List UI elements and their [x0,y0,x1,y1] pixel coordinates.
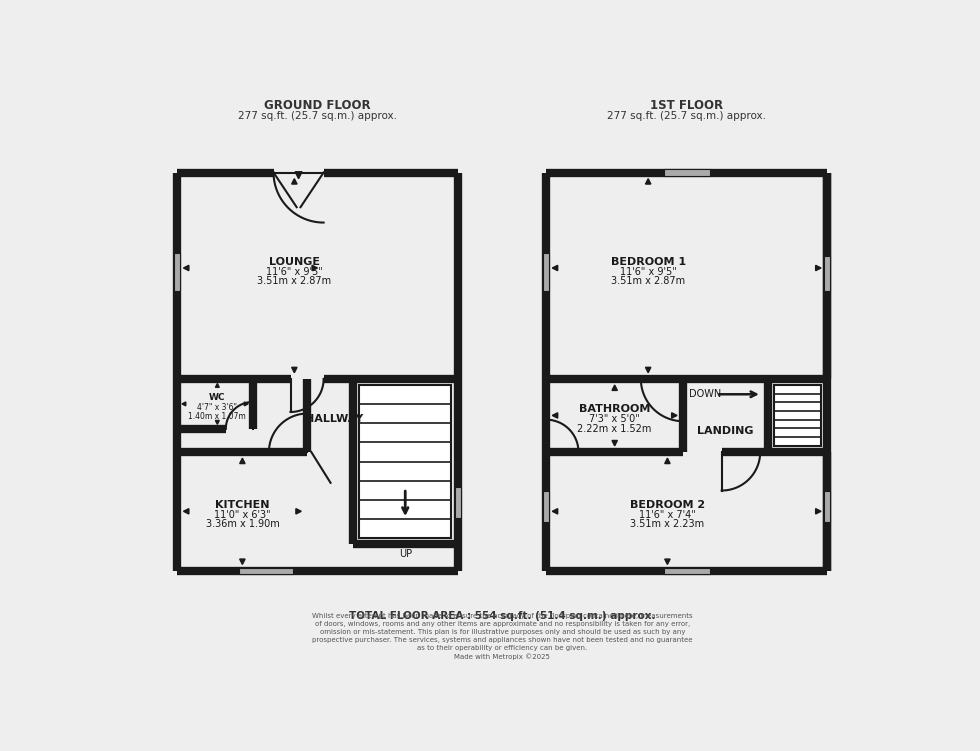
Text: 4'7" x 3'6": 4'7" x 3'6" [197,403,237,412]
Text: BEDROOM 1: BEDROOM 1 [611,257,686,267]
Text: KITCHEN: KITCHEN [216,500,270,510]
Text: LANDING: LANDING [698,426,754,436]
Polygon shape [815,508,821,514]
Text: DOWN: DOWN [689,389,721,400]
Polygon shape [296,508,301,514]
Bar [664,568,710,574]
Text: 277 sq.ft. (25.7 sq.m.) approx.: 277 sq.ft. (25.7 sq.m.) approx. [608,111,766,122]
Bar [359,385,452,538]
Polygon shape [646,367,651,372]
Bar [822,306,832,385]
Polygon shape [664,458,670,463]
Text: UP: UP [399,549,412,559]
Polygon shape [182,402,186,406]
Polygon shape [553,413,558,418]
Text: HALLWAY: HALLWAY [305,415,364,424]
Text: 1ST FLOOR: 1ST FLOOR [650,99,723,112]
Text: 11'6" x 9'5": 11'6" x 9'5" [266,267,322,277]
Polygon shape [612,385,617,391]
Polygon shape [240,559,245,565]
Bar [774,385,821,446]
Bar [543,252,549,291]
Polygon shape [240,458,245,463]
Bar [543,491,549,522]
Polygon shape [244,402,248,406]
Polygon shape [612,441,617,446]
Polygon shape [292,179,297,184]
Polygon shape [671,413,677,418]
Text: WC: WC [209,394,225,403]
Text: 7'3" x 5'0": 7'3" x 5'0" [589,415,640,424]
Bar [824,256,830,291]
Polygon shape [646,179,651,184]
Polygon shape [815,265,821,270]
Text: 3.51m x 2.23m: 3.51m x 2.23m [630,520,705,529]
Text: TOTAL FLOOR AREA : 554 sq.ft. (51.4 sq.m.) approx.: TOTAL FLOOR AREA : 554 sq.ft. (51.4 sq.m… [349,611,656,621]
Polygon shape [183,265,189,270]
Polygon shape [553,265,558,270]
Text: 3.51m x 2.87m: 3.51m x 2.87m [258,276,331,286]
Text: GROUND FLOOR: GROUND FLOOR [265,99,370,112]
Text: BEDROOM 2: BEDROOM 2 [630,500,705,510]
Text: 3.51m x 2.87m: 3.51m x 2.87m [612,276,685,286]
Text: 11'6" x 7'4": 11'6" x 7'4" [639,510,696,520]
Bar [664,170,710,176]
Polygon shape [664,559,670,565]
Text: 2.22m x 1.52m: 2.22m x 1.52m [577,424,652,433]
Text: 3.36m x 1.90m: 3.36m x 1.90m [206,520,279,529]
Bar [455,487,461,518]
Bar [824,491,830,522]
Text: 11'0" x 6'3": 11'0" x 6'3" [214,510,270,520]
Text: LOUNGE: LOUNGE [269,257,319,267]
Polygon shape [553,508,558,514]
Polygon shape [183,508,189,514]
Text: 1.40m x 1.07m: 1.40m x 1.07m [188,412,246,421]
Polygon shape [312,265,318,270]
Polygon shape [216,384,220,388]
Text: BATHROOM: BATHROOM [579,404,651,415]
Polygon shape [295,172,302,179]
Polygon shape [216,421,220,424]
Text: Whilst every attempt has been made to ensure the accuracy of the floorplan conta: Whilst every attempt has been made to en… [312,613,693,659]
Text: 11'6" x 9'5": 11'6" x 9'5" [619,267,676,277]
Polygon shape [292,367,297,372]
Bar [239,568,293,574]
Text: 277 sq.ft. (25.7 sq.m.) approx.: 277 sq.ft. (25.7 sq.m.) approx. [238,111,397,122]
Bar [825,377,831,391]
Bar [174,252,180,291]
